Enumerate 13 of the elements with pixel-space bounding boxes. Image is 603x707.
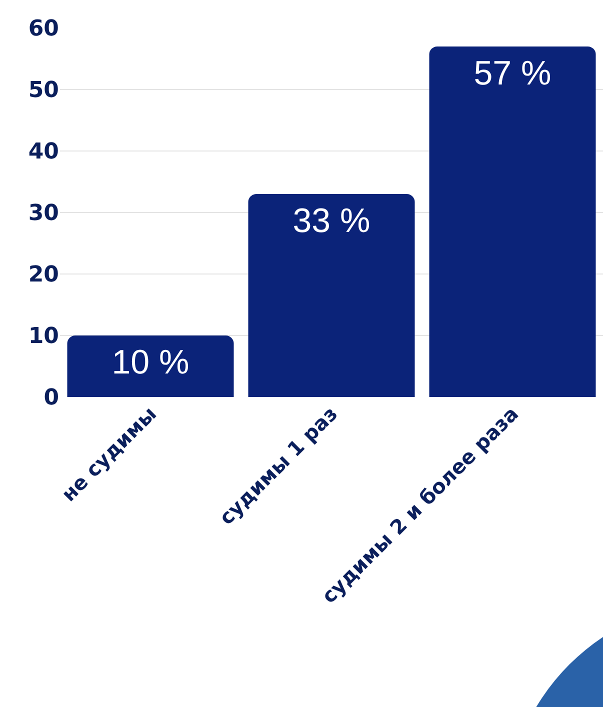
data-label: 57 % — [474, 54, 552, 92]
y-tick-label: 10 — [28, 324, 59, 350]
y-tick-label: 0 — [44, 386, 59, 411]
bar — [429, 46, 596, 397]
bar — [248, 194, 415, 397]
y-tick-label: 50 — [28, 78, 59, 104]
bar — [67, 336, 234, 397]
data-label: 10 % — [112, 344, 190, 382]
y-tick-label: 30 — [28, 201, 59, 226]
y-tick-label: 60 — [28, 16, 59, 42]
y-tick-label: 20 — [28, 262, 59, 288]
y-tick-label: 40 — [28, 140, 59, 165]
data-label: 33 % — [292, 202, 370, 240]
